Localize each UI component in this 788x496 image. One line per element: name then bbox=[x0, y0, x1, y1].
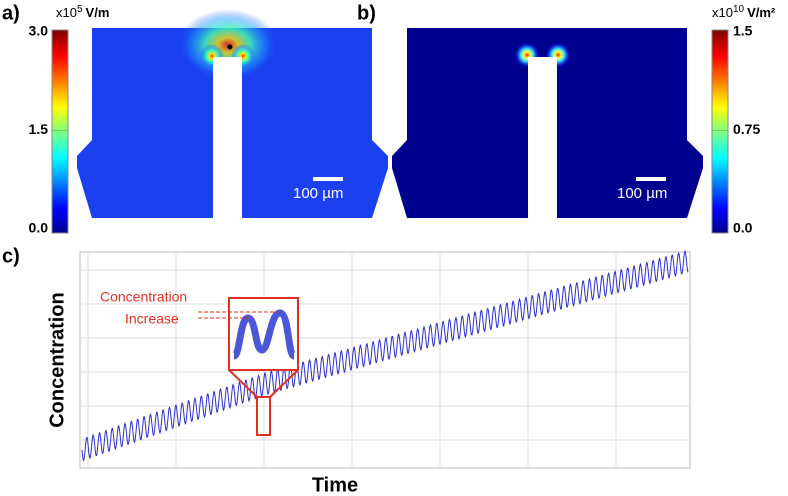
field-map-b bbox=[392, 28, 703, 219]
unit-prefix: x10 bbox=[56, 5, 77, 20]
increase-guide bbox=[198, 311, 282, 319]
scale-bar-label: 100 µm bbox=[617, 185, 667, 202]
unit-text: V/m bbox=[86, 5, 110, 20]
colorbar-tick-label: 0.0 bbox=[733, 220, 753, 236]
x-axis-label: Time bbox=[312, 474, 358, 496]
colorbar-a bbox=[51, 29, 69, 234]
colorbar-b bbox=[711, 29, 729, 234]
scale-bar-label: 100 µm bbox=[293, 185, 343, 202]
colorbar-unit: x105 V/m bbox=[56, 4, 109, 21]
zoom-curve bbox=[230, 309, 298, 360]
panel-label: a) bbox=[2, 2, 20, 24]
colorbar-unit: x1010 V/m² bbox=[712, 4, 776, 21]
unit-text: V/m² bbox=[747, 5, 776, 20]
unit-prefix: x10 bbox=[712, 5, 733, 20]
annotation: Concentration bbox=[100, 289, 187, 305]
unit-exponent: 10 bbox=[733, 4, 745, 15]
concentration-curve bbox=[81, 249, 689, 462]
time-plot bbox=[79, 249, 691, 469]
colorbar-tick-label: 1.5 bbox=[29, 121, 49, 137]
colorbar-tick-label: 3.0 bbox=[29, 23, 49, 39]
annotation: Increase bbox=[125, 311, 179, 327]
zoom-funnel bbox=[228, 369, 299, 398]
y-axis-label: Concentration bbox=[46, 292, 68, 428]
panel-label: c) bbox=[2, 245, 20, 267]
colorbar-tick-label: 0.75 bbox=[733, 121, 760, 137]
colorbar-tick-label: 1.5 bbox=[733, 23, 753, 39]
unit-exponent: 5 bbox=[77, 4, 83, 15]
zoom-region bbox=[256, 396, 271, 436]
field-map-a bbox=[77, 9, 388, 219]
panel-label: b) bbox=[357, 2, 376, 24]
colorbar-tick-label: 0.0 bbox=[29, 220, 49, 236]
